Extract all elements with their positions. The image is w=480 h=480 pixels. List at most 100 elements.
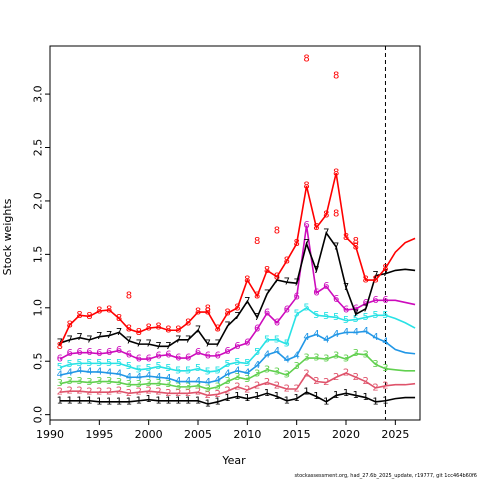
point-label: 8: [343, 232, 349, 243]
series-line-4: [59, 330, 416, 384]
point-label: 7: [333, 241, 339, 252]
point-label: 5: [343, 315, 349, 326]
point-label: 2: [353, 372, 359, 383]
point-label: 7: [96, 331, 102, 342]
point-label: 6: [86, 347, 92, 358]
point-label: 7: [116, 327, 122, 338]
point-label: 6: [333, 294, 339, 305]
point-label: 1: [86, 395, 92, 406]
point-label: 3: [195, 380, 201, 391]
point-label: 1: [57, 395, 63, 406]
point-label: 1: [274, 391, 280, 402]
point-label: 5: [155, 361, 161, 372]
point-label: 1: [293, 393, 299, 404]
point-label: 1: [205, 398, 211, 409]
point-label: 3: [67, 376, 73, 387]
point-label: 5: [175, 365, 181, 376]
point-label: 8: [155, 322, 161, 333]
point-label: 5: [303, 302, 309, 313]
y-tick-label: 1.0: [32, 299, 45, 317]
point-label: 3: [96, 376, 102, 387]
point-label: 3: [293, 361, 299, 372]
point-label: 8: [274, 271, 280, 282]
point-label: 8: [224, 308, 230, 319]
point-label: 4: [313, 329, 319, 340]
point-label: 8: [145, 323, 151, 334]
point-label: 6: [372, 295, 378, 306]
point-label: 3: [353, 348, 359, 359]
point-label: 7: [175, 334, 181, 345]
point-label: 8: [234, 302, 240, 313]
point-label: 8: [136, 327, 142, 338]
point-label: 7: [86, 334, 92, 345]
point-label: 7: [363, 303, 369, 314]
point-label: 4: [175, 376, 181, 387]
point-label: 4: [145, 371, 151, 382]
point-label: 5: [254, 347, 260, 358]
point-label: 4: [205, 377, 211, 388]
point-label: 8: [205, 307, 211, 318]
point-label: 4: [195, 376, 201, 387]
series-line-1: [59, 391, 416, 405]
point-label: 3: [57, 378, 63, 389]
point-label: 7: [126, 335, 132, 346]
point-label: 5: [284, 339, 290, 350]
point-label: 3: [323, 354, 329, 365]
series-line-5: [59, 306, 416, 373]
point-label: 2: [96, 387, 102, 398]
series-line-7: [59, 231, 416, 348]
point-label: 5: [293, 309, 299, 320]
point-label: 6: [343, 304, 349, 315]
point-label: 2: [165, 388, 171, 399]
point-label: 2: [264, 377, 270, 388]
point-label: 3: [155, 378, 161, 389]
point-label: 5: [264, 334, 270, 345]
point-label: 2: [293, 384, 299, 395]
point-label: 4: [76, 365, 82, 376]
point-label: 7: [185, 334, 191, 345]
point-label: 6: [76, 347, 82, 358]
point-label: 4: [106, 367, 112, 378]
series-group: 1 1 1 1 1 1 1 1 1 1 1 1 1 1 1 1 1 1 1 1 1 1 1 1 11 1 11 1 1 1 1 12 2 2 2 2 2…: [57, 53, 416, 409]
point-label: 5: [353, 314, 359, 325]
point-label: 2: [303, 369, 309, 380]
y-tick-label: 0.5: [32, 352, 45, 370]
series-line-2: [59, 372, 416, 397]
point-label: 7: [244, 296, 250, 307]
point-label: 2: [323, 377, 329, 388]
point-label: 4: [234, 365, 240, 376]
point-label: 5: [126, 361, 132, 372]
point-label: 6: [224, 346, 230, 357]
point-label: 4: [155, 372, 161, 383]
point-label: 4: [274, 346, 280, 357]
point-label: 1: [382, 395, 388, 406]
point-label: 2: [274, 380, 280, 391]
point-label: 5: [274, 334, 280, 345]
point-label: 2: [145, 386, 151, 397]
outlier-point-label: 8: [254, 236, 260, 247]
point-label: 1: [353, 390, 359, 401]
point-label: 3: [274, 366, 280, 377]
series-line-3: [59, 352, 416, 390]
point-label: 6: [353, 303, 359, 314]
point-label: 7: [254, 312, 260, 323]
point-label: 2: [284, 384, 290, 395]
point-label: 6: [323, 281, 329, 292]
point-label: 1: [96, 396, 102, 407]
point-label: 8: [363, 275, 369, 286]
point-label: 2: [76, 386, 82, 397]
point-label: 3: [126, 379, 132, 390]
point-label: 2: [126, 388, 132, 399]
point-label: 3: [145, 378, 151, 389]
point-label: 4: [224, 369, 230, 380]
point-label: 6: [185, 353, 191, 364]
point-label: 7: [293, 278, 299, 289]
series-age-4: 4 4 4 4 4 4 4 4 4 4 4 4 4 4 4 4 44 4 444 44 44 4 4 4 4 4 44 4: [57, 326, 416, 388]
x-tick-label: 2000: [135, 428, 163, 441]
point-label: 8: [195, 307, 201, 318]
point-label: 7: [353, 309, 359, 320]
point-label: 8: [353, 241, 359, 252]
point-label: 6: [313, 287, 319, 298]
